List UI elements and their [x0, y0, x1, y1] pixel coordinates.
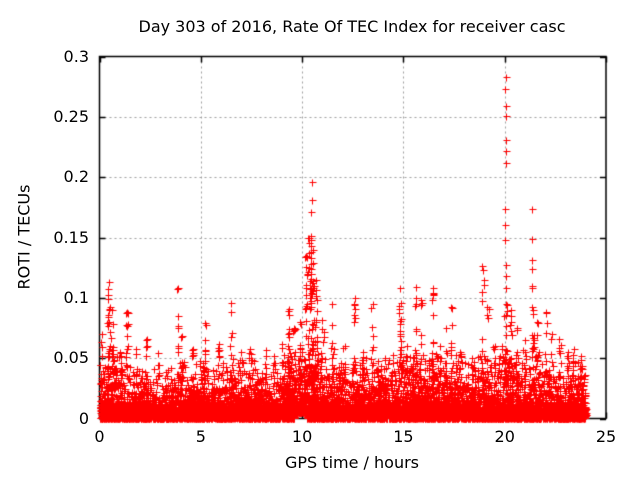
chart-title: Day 303 of 2016, Rate Of TEC Index for r…: [138, 17, 566, 36]
y-tick-label: 0.25: [53, 106, 89, 126]
x-tick-label: 5: [195, 427, 206, 446]
x-tick-label: 10: [291, 427, 313, 446]
x-tick-label: 25: [595, 427, 617, 446]
x-tick-label: 15: [393, 427, 414, 446]
x-tick-label: 0: [94, 427, 105, 446]
y-tick-label: 0: [78, 408, 89, 428]
y-tick-label: 0.15: [53, 227, 89, 247]
y-tick-label: 0.2: [63, 167, 89, 187]
x-tick-label: 20: [494, 427, 515, 446]
y-tick-label: 0.05: [53, 348, 89, 368]
y-tick-label: 0.3: [63, 46, 89, 66]
x-axis-label: GPS time / hours: [285, 453, 419, 472]
y-tick-label: 0.1: [63, 287, 89, 307]
